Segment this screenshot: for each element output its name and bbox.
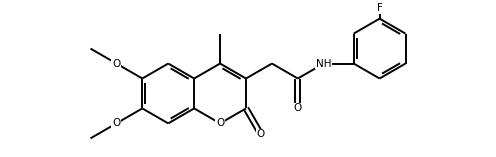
Text: O: O: [112, 118, 121, 128]
Text: O: O: [257, 129, 265, 139]
Text: F: F: [376, 3, 382, 13]
Text: NH: NH: [316, 59, 331, 69]
Text: O: O: [216, 118, 224, 128]
Text: O: O: [112, 59, 121, 69]
Text: O: O: [294, 103, 302, 113]
